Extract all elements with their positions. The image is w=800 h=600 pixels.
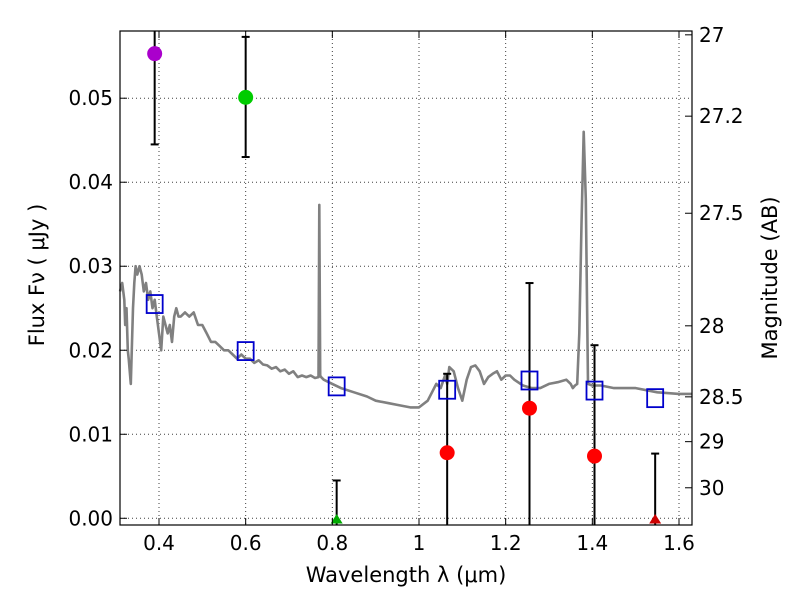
observed-points [147,46,662,524]
grid-lines [120,31,692,525]
observed-point [522,400,537,416]
y2-axis-title: Magnitude (AB) [758,196,782,359]
observed-point [238,89,254,105]
observed-limit-marker [330,513,343,524]
error-bars [150,31,660,525]
y-axis-ticks: 0.00 0.01 0.02 0.03 0.04 0.05 [68,86,127,530]
observed-point [587,448,602,464]
y2-tick-label: 27.2 [699,104,744,128]
y-tick-label: 0.00 [68,506,113,530]
model-square-marker [236,341,255,361]
y-tick-label: 0.02 [68,338,113,362]
y2-tick-label: 30 [699,476,724,500]
model-square-marker [327,376,346,397]
x-tick-label: 1.6 [663,531,695,555]
model-square-marker [585,380,604,401]
x-tick-label: 0.6 [230,531,262,555]
observed-point [439,445,455,461]
y-tick-label: 0.03 [68,254,113,278]
model-square-marker [438,379,457,400]
x-tick-label: 1.2 [490,531,522,555]
x-tick-label: 0.8 [316,531,348,555]
model-square-marker [646,388,665,409]
y-tick-label: 0.04 [68,170,113,194]
y-tick-label: 0.01 [68,422,113,446]
model-photometry [145,294,665,409]
observed-point [147,46,163,62]
observed-limit-marker [649,513,662,524]
model-square-marker [145,294,164,314]
y2-axis-ticks: 27 27.2 27.5 28 28.5 29 30 [685,23,744,500]
x-axis-ticks: 0.4 0.6 0.8 1 1.2 1.4 1.6 [143,31,695,555]
model-square-marker [520,370,539,391]
y-tick-label: 0.05 [68,86,113,110]
plot-frame [119,30,693,526]
y2-tick-label: 27.5 [699,201,744,225]
model-spectrum [118,130,692,409]
x-tick-label: 1.4 [576,531,608,555]
y2-tick-label: 29 [699,430,724,454]
y-axis-title: Flux Fν ( μJy ) [25,204,49,347]
y2-tick-label: 28.5 [699,385,744,409]
spectrum-line [118,130,692,409]
y2-tick-label: 27 [699,23,724,47]
y2-tick-label: 28 [699,314,724,338]
x-tick-label: 0.4 [143,531,175,555]
x-axis-title: Wavelength λ (μm) [306,563,507,587]
x-tick-label: 1 [413,531,426,555]
